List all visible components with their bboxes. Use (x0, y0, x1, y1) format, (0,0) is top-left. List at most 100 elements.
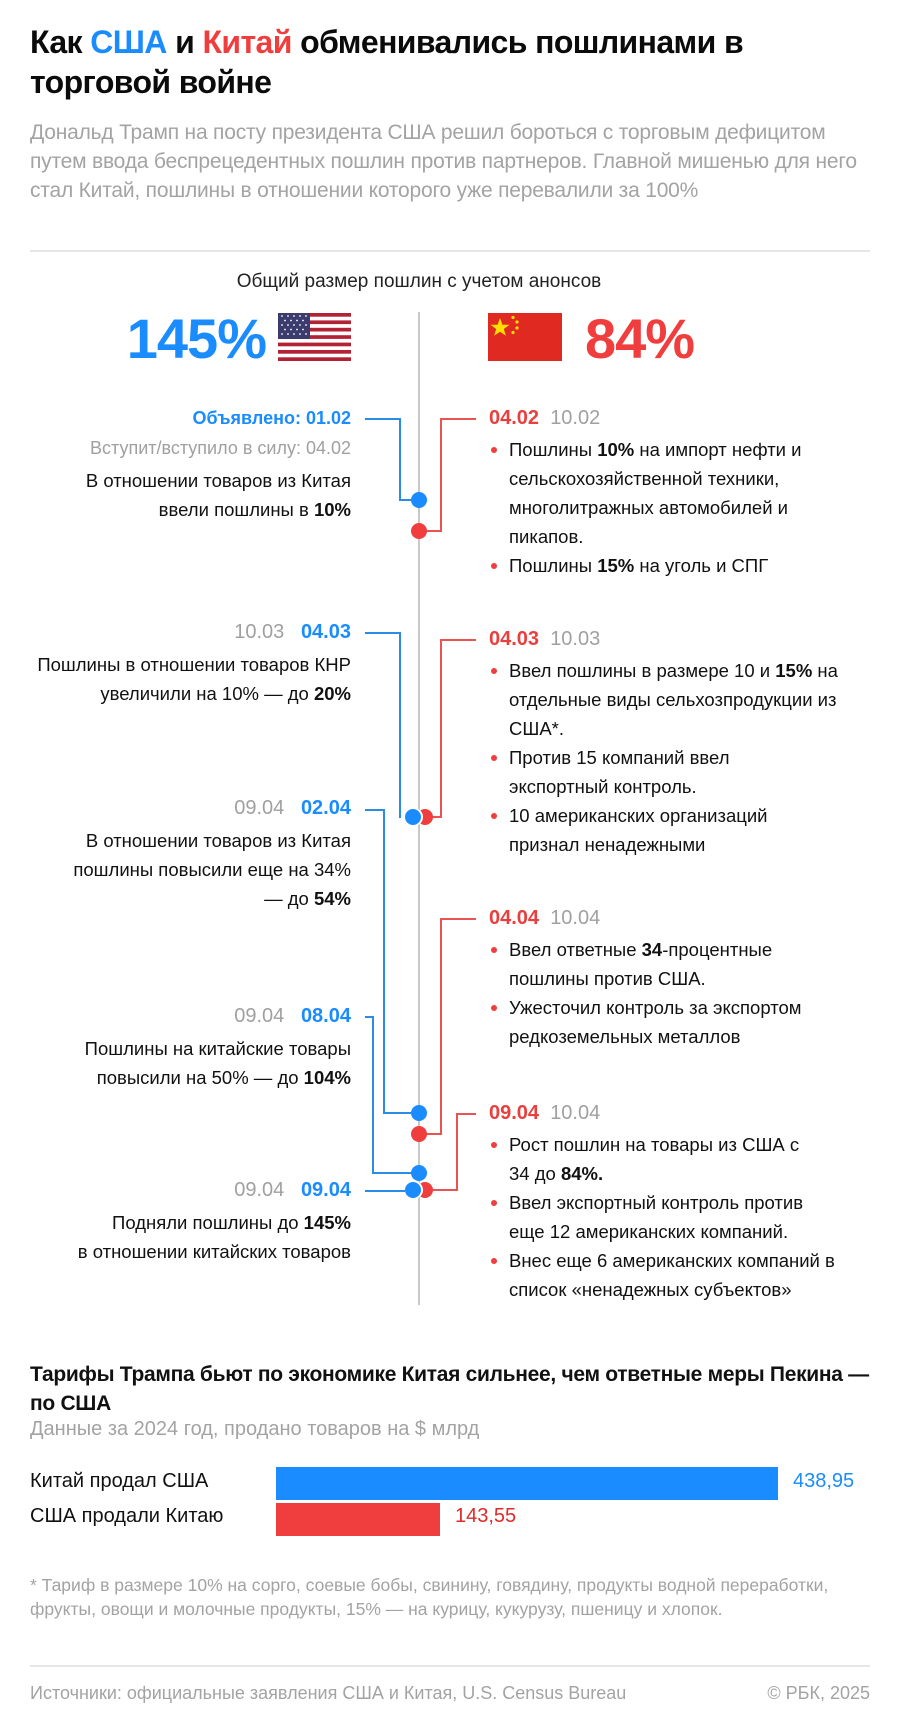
bullet-value: 15% (775, 660, 813, 681)
chart-subtitle: Данные за 2024 год, продано товаров на $… (30, 1418, 480, 1440)
usa-event-5: 09.04 09.04 Подняли пошлины до 145% в от… (0, 1177, 351, 1266)
connector-china-1 (426, 530, 442, 532)
connector-china-2 (440, 639, 476, 641)
title-text: Как (30, 24, 91, 60)
effective-date: 10.03 (234, 621, 285, 643)
event-dates: 09.04 08.04 (0, 1003, 351, 1029)
timeline-axis (418, 312, 420, 1305)
copyright: © РБК, 2025 (767, 1683, 870, 1703)
bullet-item: Пошлины 15% на уголь и СПГ (489, 551, 829, 580)
event-text: В отношении товаров из Китая пошлины пов… (73, 830, 351, 909)
effective-date: 10.04 (550, 907, 601, 929)
bullet-text: -процентные пошлины против США. (509, 939, 773, 989)
announced-date: 04.03 (300, 621, 351, 643)
title-text: и (166, 24, 203, 60)
usa-event-dot (411, 1105, 427, 1121)
bullet-text: Ввел пошлины в размере 10 и (509, 660, 776, 681)
china-event-dot (417, 809, 433, 825)
event-dates: 09.04 10.04 (489, 1100, 889, 1126)
bullet-text: Пошлины (509, 555, 598, 576)
event-description: Пошлины на китайские товары повысили на … (21, 1034, 351, 1092)
effective-date: 09.04 (234, 1179, 285, 1201)
announced-date: Объявлено: 01.02 (192, 408, 351, 428)
bullet-value: 15% (597, 555, 635, 576)
china-event-4: 09.04 10.04 Рост пошлин на товары из США… (489, 1100, 889, 1304)
title-china: Китай (202, 24, 292, 60)
bullet-text: 10 американских организаций признал нена… (509, 805, 768, 855)
connector-usa-1 (365, 418, 401, 420)
event-text: Пошлины в отношении товаров КНР увеличил… (37, 654, 351, 704)
bullet-text: Пошлины (509, 439, 598, 460)
totals-subtitle: Общий размер пошлин с учетом анонсов (236, 271, 602, 292)
connector-usa-2 (365, 632, 401, 634)
usa-event-dot (405, 1182, 421, 1198)
bullet-text: Рост пошлин на товары из США с 34 до (509, 1134, 800, 1184)
bullet-item: Ввел пошлины в размере 10 и 15% на отдел… (489, 656, 849, 743)
announced-date: 02.04 (300, 797, 351, 819)
usa-event-2: 10.03 04.03 Пошлины в отношении товаров … (0, 619, 351, 708)
chart-title: Тарифы Трампа бьют по экономике Китая си… (30, 1363, 869, 1415)
event-text: Пошлины на китайские товары повысили на … (84, 1038, 351, 1088)
bullet-text: Ужесточил контроль за экспортом редкозем… (509, 997, 802, 1047)
connector-usa-2 (399, 632, 401, 818)
china-event-dot (411, 523, 427, 539)
event-description: В отношении товаров из Китая ввели пошли… (31, 466, 351, 524)
lead-paragraph: Дональд Трамп на посту президента США ре… (30, 121, 857, 202)
china-event-dot (417, 1182, 433, 1198)
connector-usa-4 (372, 1016, 374, 1174)
bullet-value: 10% (597, 439, 635, 460)
bar-value-usa: 143,55 (455, 1505, 517, 1527)
event-dates: 09.04 02.04 (0, 795, 351, 821)
title-text: обменивались пошлинами в торговой войне (30, 24, 744, 100)
connector-china-3 (426, 1133, 442, 1135)
bullet-text: Внес еще 6 американских компаний в списо… (509, 1250, 835, 1300)
event-text: В отношении товаров из Китая ввели пошли… (85, 470, 351, 520)
connector-china-3 (440, 918, 442, 1135)
bullet-text: Против 15 компаний ввел экспортный контр… (509, 747, 730, 797)
bullet-item: Рост пошлин на товары из США с 34 до 84%… (489, 1130, 809, 1188)
page-title: Как США и Китай обменивались пошлинами в… (30, 22, 880, 102)
event-value: 20% (313, 683, 351, 704)
event-text: Подняли пошлины до (112, 1212, 304, 1233)
china-event-dot (411, 1126, 427, 1142)
event-bullets: Ввел пошлины в размере 10 и 15% на отдел… (489, 656, 849, 859)
bullet-item: Ввел ответные 34-процентные пошлины прот… (489, 935, 819, 993)
event-dates: 10.03 04.03 (0, 619, 351, 645)
bar-label-usa: США продали Китаю (30, 1505, 224, 1527)
event-bullets: Пошлины 10% на импорт нефти и сельскохоз… (489, 435, 829, 580)
connector-usa-3 (383, 1112, 413, 1114)
announced-date: 09.04 (489, 1102, 540, 1124)
china-event-1: 04.02 10.02 Пошлины 10% на импорт нефти … (489, 405, 889, 580)
bullet-item: Против 15 компаний ввел экспортный контр… (489, 743, 749, 801)
bar-usa-exports (276, 1503, 440, 1536)
event-dates: 04.02 10.02 (489, 405, 889, 431)
usa-total: 145% (126, 307, 267, 370)
connector-usa-3 (365, 809, 385, 811)
connector-usa-5 (365, 1190, 405, 1192)
usa-event-dot (405, 809, 421, 825)
bullet-item: Внес еще 6 американских компаний в списо… (489, 1246, 869, 1304)
china-flag-icon (488, 313, 562, 361)
divider (30, 250, 870, 252)
usa-event-dot (411, 1165, 427, 1181)
event-description: В отношении товаров из Китая пошлины пов… (51, 826, 351, 913)
bullet-text: на импорт нефти и сельскохозяйственной т… (509, 439, 802, 547)
bar-value-china: 438,95 (793, 1470, 855, 1492)
event-dates: 04.03 10.03 (489, 626, 889, 652)
effective-date: 10.03 (550, 628, 601, 650)
announced-date: 09.04 (300, 1179, 351, 1201)
footnote: * Тариф в размере 10% на сорго, соевые б… (30, 1575, 829, 1619)
connector-china-2 (440, 639, 442, 818)
event-text: в отношении китайских товаров (77, 1241, 351, 1262)
connector-usa-4 (372, 1172, 413, 1174)
announced-date: 04.03 (489, 628, 540, 650)
china-total: 84% (585, 307, 695, 370)
usa-event-1: Объявлено: 01.02 Вступит/вступило в силу… (0, 405, 351, 524)
announced-date: 04.04 (489, 907, 540, 929)
connector-usa-4 (365, 1016, 374, 1018)
connector-usa-1 (399, 418, 401, 501)
bar-label-china: Китай продал США (30, 1470, 209, 1492)
sources: Источники: официальные заявления США и К… (30, 1683, 627, 1703)
effective-date: 10.04 (550, 1102, 601, 1124)
bullet-item: Пошлины 10% на импорт нефти и сельскохоз… (489, 435, 829, 551)
